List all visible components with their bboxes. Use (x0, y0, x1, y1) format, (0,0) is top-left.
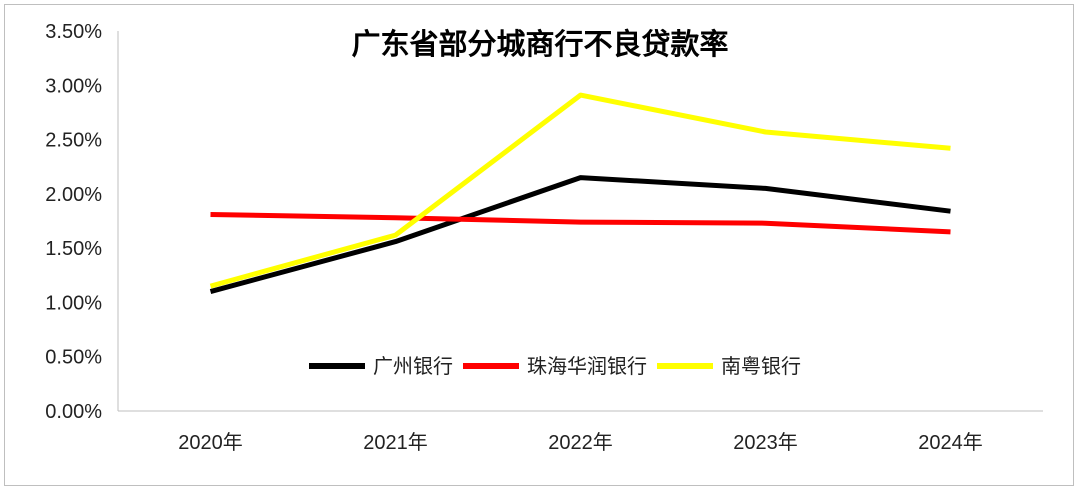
x-tick-label: 2021年 (363, 431, 428, 454)
series-line-1 (210, 212, 951, 235)
y-tick-label: 3.00% (45, 75, 102, 97)
y-tick-label: 0.50% (45, 347, 102, 369)
legend-label-1: 珠海华润银行 (527, 354, 647, 378)
legend-label-0: 广州银行 (373, 354, 453, 378)
legend-label-2: 南粤银行 (721, 354, 801, 378)
series-line-0 (209, 175, 951, 295)
y-axis-tick-labels: 0.00% 0.50% 1.00% 1.50% 2.00% 2.50% 3.00% 3.50% (45, 21, 102, 423)
chart-title: 广东省部分城商行不良贷款率 (351, 27, 728, 61)
y-tick-label: 1.50% (45, 238, 102, 260)
x-axis-tick-labels: 2020年 2021年 2022年 2023年 2024年 (178, 431, 983, 454)
chart-frame (4, 4, 1074, 486)
y-tick-label: 0.00% (45, 401, 102, 423)
y-tick-label: 1.00% (45, 292, 102, 314)
x-tick-label: 2022年 (548, 431, 613, 454)
series-lines (209, 92, 951, 295)
y-tick-label: 2.00% (45, 184, 102, 206)
axes (117, 31, 1043, 412)
x-tick-label: 2020年 (178, 431, 243, 454)
y-tick-label: 2.50% (45, 130, 102, 152)
y-tick-label: 3.50% (45, 21, 102, 43)
x-tick-label: 2024年 (918, 431, 983, 454)
x-tick-label: 2023年 (733, 431, 798, 454)
legend: 广州银行 珠海华润银行 南粤银行 (309, 354, 801, 378)
series-line-2 (209, 92, 951, 289)
